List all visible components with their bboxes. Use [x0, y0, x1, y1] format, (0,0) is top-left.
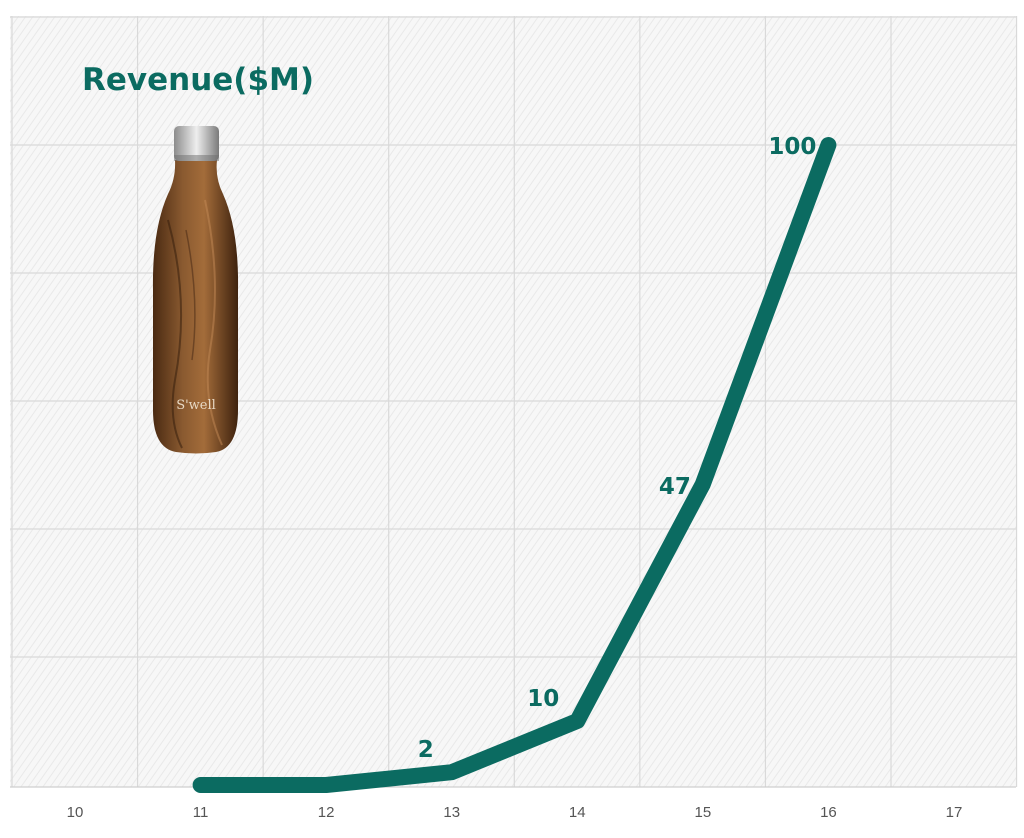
x-tick-label: 14 — [569, 804, 586, 821]
x-tick-label: 10 — [67, 804, 84, 821]
data-label: 2 — [418, 737, 434, 763]
x-axis: 10 11 12 13 14 15 16 17 — [67, 804, 963, 821]
gridlines — [10, 16, 1018, 788]
x-tick-label: 17 — [946, 804, 963, 821]
x-tick-label: 13 — [443, 804, 460, 821]
data-label: 47 — [659, 474, 691, 500]
data-label: 100 — [768, 134, 816, 160]
data-label: 10 — [527, 686, 559, 712]
revenue-series-line — [192, 137, 837, 793]
data-labels: 2 10 47 100 — [418, 134, 817, 763]
x-tick-label: 15 — [695, 804, 712, 821]
x-tick-label: 11 — [193, 804, 209, 821]
bottle-brand-text: S'well — [176, 398, 216, 413]
chart-title: Revenue($M) — [82, 62, 314, 98]
insulated-bottle-icon: S'well — [152, 126, 239, 454]
x-tick-label: 16 — [820, 804, 837, 821]
x-tick-label: 12 — [318, 804, 335, 821]
